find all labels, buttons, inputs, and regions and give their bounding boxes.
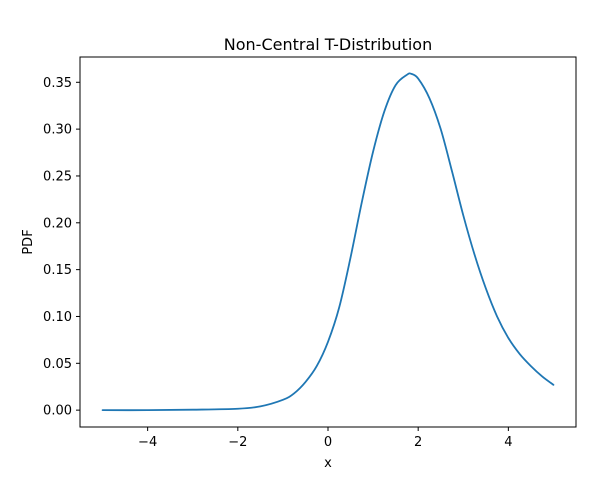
y-tick-label: 0.25 [43, 169, 72, 184]
y-tick-label: 0.30 [43, 123, 72, 138]
x-tick-label: 0 [324, 435, 332, 450]
x-axis-label: x [324, 456, 332, 471]
y-tick-label: 0.20 [43, 216, 72, 231]
y-tick-label: 0.00 [43, 404, 72, 419]
plot-frame [79, 56, 577, 428]
y-tick-label: 0.10 [43, 310, 72, 325]
series-line [101, 72, 555, 412]
chart-title: Non-Central T-Distribution [224, 35, 432, 54]
x-tick-label: 2 [414, 435, 422, 450]
plot-series [101, 72, 555, 412]
y-tick-label: 0.35 [43, 76, 72, 91]
x-axis-ticks: −4 −2 0 2 4 [138, 427, 513, 450]
y-axis-ticks: 0.00 0.05 0.10 0.15 0.20 0.25 0.30 0.35 [43, 76, 80, 419]
y-tick-label: 0.15 [43, 263, 72, 278]
y-tick-label: 0.05 [43, 357, 72, 372]
x-tick-label: −2 [228, 435, 247, 450]
y-axis-label: PDF [21, 229, 36, 254]
x-tick-label: 4 [504, 435, 512, 450]
x-tick-label: −4 [138, 435, 157, 450]
